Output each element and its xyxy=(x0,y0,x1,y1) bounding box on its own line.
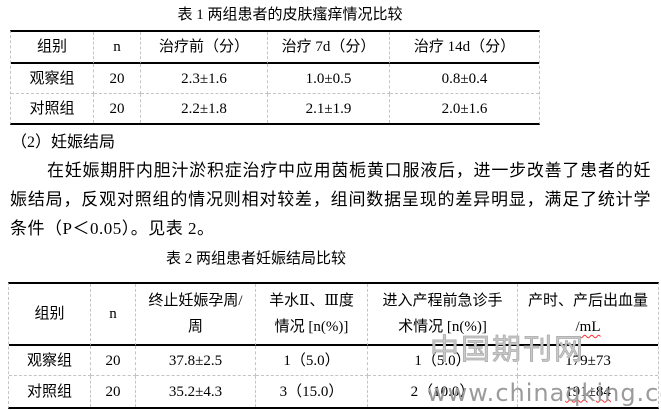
table2-cell-obs-group: 观察组 xyxy=(9,346,91,376)
table2-title: 表 2 两组患者妊娠结局比较 xyxy=(165,251,346,267)
section-heading: （2）妊娠结局 xyxy=(11,134,116,151)
bleeding-unit-ml: mL xyxy=(579,319,601,335)
table2-header-bleeding: 产时、产后出血量 /mL xyxy=(518,284,658,346)
table1-cell-ctrl-7d: 2.1±1.9 xyxy=(268,94,390,123)
table2-cell-obs-n: 20 xyxy=(91,346,136,376)
section-body: 在妊娠期肝内胆汁淤积症治疗中应用茵栀黄口服液后，进一步改善了患者的妊娠结局，反观… xyxy=(10,161,651,238)
table2-cell-obs-gestweek: 37.8±2.5 xyxy=(136,346,256,376)
ctrl-bleeding-plusminus: ± xyxy=(587,383,596,400)
table2: 组别 n 终止妊娠孕周/ 周 羊水Ⅱ、Ⅲ度 情况 [n(%)] 进入产程前急诊手… xyxy=(8,282,659,409)
table1-header-7d: 治疗 7d（分） xyxy=(268,32,390,64)
table2-header-n: n xyxy=(91,284,136,346)
table2-header-group: 组别 xyxy=(9,284,91,346)
table1-cell-obs-group: 观察组 xyxy=(11,64,94,94)
table1-cell-obs-pre: 2.3±1.6 xyxy=(141,64,268,94)
watermark-url: www.chinaqking.com xyxy=(427,379,661,407)
table1-header-pre: 治疗前（分） xyxy=(141,32,268,64)
table2-cell-ctrl-n: 20 xyxy=(91,376,136,407)
table2-header-amniotic-line1: 羊水Ⅱ、Ⅲ度 xyxy=(269,293,354,309)
table2-header-gestweek-line1: 终止妊娠孕周/ xyxy=(148,293,243,309)
ctrl-bleeding-value-1: 191 xyxy=(565,383,588,400)
table2-header-gestweek: 终止妊娠孕周/ 周 xyxy=(136,284,256,346)
table2-header-amniotic: 羊水Ⅱ、Ⅲ度 情况 [n(%)] xyxy=(256,284,368,346)
table2-header-surgery-line2: 术情况 [n(%)] xyxy=(398,319,487,335)
table1-cell-ctrl-14d: 2.0±1.6 xyxy=(441,100,488,117)
table2-cell-obs-amniotic: 1（5.0） xyxy=(256,346,368,376)
table2-cell-ctrl-group: 对照组 xyxy=(9,376,91,407)
table2-header-surgery-line1: 进入产程前急诊手 xyxy=(382,293,503,309)
table1-header-n: n xyxy=(94,32,141,64)
table2-cell-ctrl-gestweek: 35.2±4.3 xyxy=(136,376,256,407)
table1-cell-obs-n: 20 xyxy=(94,64,141,94)
watermark-brand: 中国期刊网 xyxy=(430,334,586,367)
bleeding-unit-slash: / xyxy=(575,319,580,335)
table2-header-gestweek-line2: 周 xyxy=(187,319,203,335)
table2-header-amniotic-line2: 情况 [n(%)] xyxy=(274,319,349,335)
table1-header-group: 组别 xyxy=(11,32,94,64)
table2-header-bleeding-line1: 产时、产后出血量 xyxy=(527,293,648,309)
table2-cell-ctrl-bleeding: 191 ±84 xyxy=(518,376,658,407)
table1-cell-obs-14d: 0.8±0.4 xyxy=(390,64,539,94)
ctrl-bleeding-value-2: 84 xyxy=(595,383,611,400)
table1-cell-ctrl-group: 对照组 xyxy=(11,94,94,123)
table2-header-surgery: 进入产程前急诊手 术情况 [n(%)] xyxy=(368,284,518,346)
table2-cell-obs-surgery: 1（5.0） xyxy=(368,346,518,376)
table2-cell-ctrl-amniotic: 3（15.0） xyxy=(256,376,368,407)
table1-header-14d: 治疗 14d（分） xyxy=(390,32,539,64)
table2-cell-ctrl-surgery: 2（10.0） xyxy=(368,376,518,407)
table1: 组别 n 治疗前（分） 治疗 7d（分） 治疗 14d（分） 观察组 20 2.… xyxy=(10,30,540,125)
table2-header-bleeding-line2: /mL xyxy=(575,314,600,340)
table1-cell-ctrl-pre: 2.2±1.8 xyxy=(141,94,268,123)
table1-cell-ctrl-n: 20 xyxy=(94,94,141,123)
table1-cell-obs-7d: 1.0±0.5 xyxy=(268,64,390,94)
table1-title: 表 1 两组患者的皮肤瘙痒情况比较 xyxy=(177,7,403,23)
table2-cell-obs-bleeding: 179±73 xyxy=(518,346,658,376)
